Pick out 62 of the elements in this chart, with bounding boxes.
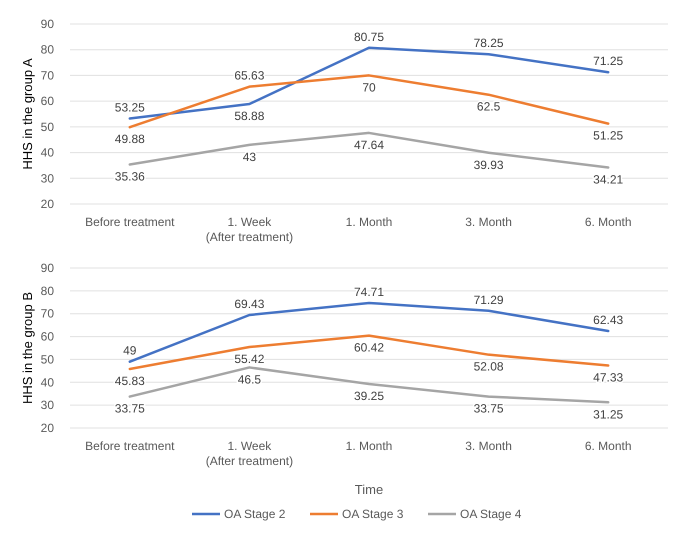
y-tick-label: 30 bbox=[40, 398, 54, 412]
data-label: 71.25 bbox=[593, 54, 624, 68]
data-label: 78.25 bbox=[474, 36, 504, 50]
data-label: 69.43 bbox=[234, 297, 265, 312]
data-label: 39.93 bbox=[474, 158, 504, 172]
data-label: 58.88 bbox=[234, 109, 265, 124]
data-label: 71.29 bbox=[474, 292, 504, 307]
x-tick-label: 1. Week (After treatment) bbox=[206, 439, 294, 468]
data-label: 52.08 bbox=[474, 360, 504, 374]
data-label: 62.5 bbox=[476, 100, 501, 114]
data-label: 65.63 bbox=[234, 68, 265, 83]
data-label: 39.25 bbox=[354, 389, 384, 403]
y-tick-label: 40 bbox=[40, 146, 54, 160]
data-label: 46.5 bbox=[238, 372, 262, 386]
x-tick-label: 3. Month bbox=[465, 215, 512, 229]
y-tick-label: 70 bbox=[40, 68, 54, 82]
data-label: 33.75 bbox=[474, 402, 504, 416]
y-tick-label: 20 bbox=[40, 421, 54, 435]
data-label: 80.75 bbox=[354, 30, 384, 44]
y-tick-label: 90 bbox=[40, 261, 54, 275]
y-tick-label: 20 bbox=[40, 197, 54, 211]
data-label: 35.36 bbox=[114, 170, 146, 184]
y-tick-label: 50 bbox=[40, 352, 54, 366]
x-axis-title: Time bbox=[354, 482, 384, 497]
y-tick-label: 50 bbox=[40, 120, 54, 134]
x-tick-label: Before treatment bbox=[85, 215, 176, 229]
data-label: 70 bbox=[362, 80, 376, 94]
data-label: 51.25 bbox=[593, 128, 624, 143]
data-label: 47.64 bbox=[354, 138, 384, 152]
data-label: 62.43 bbox=[593, 313, 624, 328]
legend-label: OA Stage 3 bbox=[342, 507, 404, 521]
data-label: 33.75 bbox=[114, 402, 146, 416]
y-tick-label: 60 bbox=[40, 330, 54, 344]
data-label: 74.71 bbox=[354, 284, 384, 299]
y-tick-label: 40 bbox=[40, 375, 54, 390]
y-tick-label: 80 bbox=[40, 42, 54, 57]
y-tick-label: 30 bbox=[40, 171, 54, 186]
data-label: 53.25 bbox=[114, 100, 146, 114]
data-label: 45.83 bbox=[114, 374, 146, 388]
x-tick-label: 6. Month bbox=[584, 439, 632, 453]
legend-label: OA Stage 4 bbox=[460, 507, 522, 521]
x-tick-label: 6. Month bbox=[584, 215, 632, 229]
y-tick-label: 80 bbox=[40, 284, 54, 298]
y-tick-label: 60 bbox=[40, 94, 54, 108]
data-label: 47.33 bbox=[593, 370, 624, 385]
x-tick-label: Before treatment bbox=[85, 439, 176, 453]
y-tick-label: 70 bbox=[40, 306, 54, 321]
data-label: 55.42 bbox=[234, 352, 265, 366]
y-axis-title: HHS in the group A bbox=[20, 58, 35, 170]
data-label: 34.21 bbox=[593, 172, 624, 186]
x-tick-label: 1. Month bbox=[346, 439, 392, 453]
data-label: 49 bbox=[123, 344, 137, 358]
x-tick-label: 1. Week (After treatment) bbox=[206, 215, 294, 244]
data-label: 60.42 bbox=[354, 340, 384, 355]
x-tick-label: 3. Month bbox=[465, 439, 512, 453]
x-tick-label: 1. Month bbox=[346, 215, 392, 229]
data-label: 31.25 bbox=[593, 407, 624, 422]
y-axis-title: HHS in the group B bbox=[20, 292, 35, 404]
data-label: 49.88 bbox=[114, 132, 146, 146]
y-tick-label: 90 bbox=[40, 17, 54, 31]
data-label: 43 bbox=[242, 150, 256, 164]
legend-label: OA Stage 2 bbox=[224, 507, 286, 521]
